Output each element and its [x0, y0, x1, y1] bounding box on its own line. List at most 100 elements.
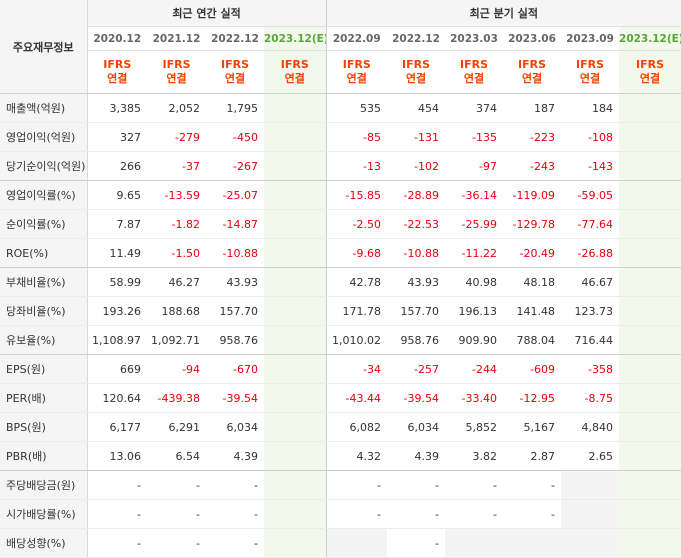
row-label: 영업이익(억원) — [0, 122, 88, 152]
row-label: 영업이익률(%) — [0, 180, 88, 210]
value-cell — [445, 528, 504, 558]
value-cell: - — [147, 470, 206, 500]
ifrs-label: IFRS — [162, 58, 191, 71]
value-cell: -20.49 — [503, 238, 562, 268]
value-cell: 157.70 — [387, 296, 446, 326]
value-cell: -25.07 — [206, 180, 264, 210]
ifrs-consolidated-label: IFRS 연결 — [387, 50, 446, 94]
value-cell: 2.65 — [561, 441, 620, 471]
value-cell: 42.78 — [326, 267, 388, 297]
table-row: EPS(원) 669 -94 -670 -34 -257 -244 -609 -358 — [0, 354, 681, 384]
value-cell — [264, 296, 327, 326]
ifrs-label: IFRS — [518, 58, 547, 71]
value-cell: 1,010.02 — [326, 325, 388, 355]
value-cell: 196.13 — [445, 296, 504, 326]
value-cell — [619, 528, 681, 558]
value-cell — [264, 209, 327, 239]
value-cell: 1,108.97 — [87, 325, 147, 355]
annual-header: 최근 연간 실적 — [87, 0, 327, 27]
value-cell: 7.87 — [87, 209, 147, 239]
value-cell: 184 — [561, 93, 620, 123]
value-cell: 58.99 — [87, 267, 147, 297]
value-cell: -97 — [445, 151, 504, 181]
value-cell: -1.82 — [147, 209, 206, 239]
ifrs-label: IFRS — [460, 58, 489, 71]
value-cell: 13.06 — [87, 441, 147, 471]
value-cell — [264, 441, 327, 471]
value-cell: 171.78 — [326, 296, 388, 326]
row-label: BPS(원) — [0, 412, 88, 442]
ifrs-consolidated-label: IFRS 연결 — [206, 50, 264, 94]
table-row: 당기순이익(억원) 266 -37 -267 -13 -102 -97 -243 -143 — [0, 151, 681, 181]
value-cell: - — [206, 499, 264, 529]
value-cell — [619, 209, 681, 239]
value-cell: -11.22 — [445, 238, 504, 268]
value-cell: -143 — [561, 151, 620, 181]
value-cell — [264, 238, 327, 268]
value-cell — [503, 528, 562, 558]
value-cell: 327 — [87, 122, 147, 152]
value-cell: 188.68 — [147, 296, 206, 326]
value-cell: 46.67 — [561, 267, 620, 297]
period-header: 2023.09 — [561, 26, 620, 51]
value-cell: - — [387, 528, 446, 558]
value-cell: -43.44 — [326, 383, 388, 413]
value-cell: 669 — [87, 354, 147, 384]
period-header: 2022.09 — [326, 26, 388, 51]
period-header: 2021.12 — [147, 26, 206, 51]
value-cell — [619, 238, 681, 268]
ifrs-consolidated-label: IFRS 연결 — [445, 50, 504, 94]
value-cell: -77.64 — [561, 209, 620, 239]
value-cell: - — [87, 499, 147, 529]
value-cell: -267 — [206, 151, 264, 181]
value-cell: -39.54 — [206, 383, 264, 413]
row-label: 부채비율(%) — [0, 267, 88, 297]
value-cell: -10.88 — [206, 238, 264, 268]
value-cell: -85 — [326, 122, 388, 152]
value-cell: 266 — [87, 151, 147, 181]
value-cell: -14.87 — [206, 209, 264, 239]
value-cell: - — [326, 470, 388, 500]
value-cell — [619, 470, 681, 500]
value-cell: 4,840 — [561, 412, 620, 442]
value-cell: 3.82 — [445, 441, 504, 471]
value-cell — [619, 151, 681, 181]
ifrs-label: IFRS — [402, 58, 431, 71]
value-cell: 6,291 — [147, 412, 206, 442]
value-cell: 5,167 — [503, 412, 562, 442]
table-row: 당좌비율(%) 193.26 188.68 157.70 171.78 157.70 196… — [0, 296, 681, 326]
corner-label: 주요재무정보 — [0, 0, 88, 94]
row-label: 유보율(%) — [0, 325, 88, 355]
table-row: 순이익률(%) 7.87 -1.82 -14.87 -2.50 -22.53 -25.99-… — [0, 209, 681, 239]
value-cell: - — [87, 528, 147, 558]
value-cell: -119.09 — [503, 180, 562, 210]
ifrs-label: IFRS — [342, 58, 371, 71]
value-cell: 40.98 — [445, 267, 504, 297]
value-cell: - — [503, 470, 562, 500]
consolidated-label: 연결 — [346, 72, 367, 85]
value-cell — [619, 354, 681, 384]
consolidated-label: 연결 — [107, 72, 128, 85]
value-cell: -129.78 — [503, 209, 562, 239]
ifrs-label: IFRS — [636, 58, 665, 71]
ifrs-label: IFRS — [576, 58, 605, 71]
value-cell: 535 — [326, 93, 388, 123]
value-cell: 2.87 — [503, 441, 562, 471]
value-cell: 958.76 — [387, 325, 446, 355]
value-cell: 6,082 — [326, 412, 388, 442]
value-cell: - — [206, 470, 264, 500]
row-label: PBR(배) — [0, 441, 88, 471]
value-cell: -609 — [503, 354, 562, 384]
table-row: 영업이익(억원) 327 -279 -450 -85 -131 -135 -223 -108 — [0, 122, 681, 152]
value-cell: -34 — [326, 354, 388, 384]
consolidated-label: 연결 — [463, 72, 485, 85]
value-cell: -59.05 — [561, 180, 620, 210]
value-cell: -26.88 — [561, 238, 620, 268]
value-cell: -28.89 — [387, 180, 446, 210]
value-cell — [619, 383, 681, 413]
table-row: 영업이익률(%) 9.65 -13.59 -25.07 -15.85 -28.89 -36.… — [0, 180, 681, 210]
value-cell: 123.73 — [561, 296, 620, 326]
period-header: 2022.12 — [387, 26, 446, 51]
value-cell: 48.18 — [503, 267, 562, 297]
row-label: 매출액(억원) — [0, 93, 88, 123]
